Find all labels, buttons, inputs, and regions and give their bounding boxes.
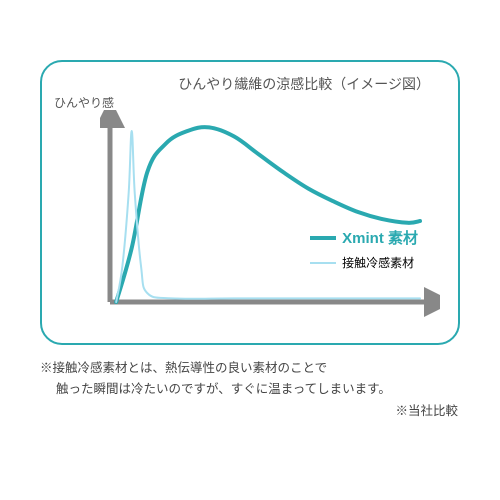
legend-row-2: 接触冷感素材 [310, 254, 418, 271]
footnote-line-2: 触った瞬間は冷たいのですが、すぐに温まってしまいます。 [40, 379, 391, 400]
footnote-line-1: ※接触冷感素材とは、熱伝導性の良い素材のことで [40, 358, 391, 379]
legend-swatch-2 [310, 262, 336, 264]
legend-label-1: Xmint 素材 [342, 227, 418, 248]
legend-row-1: Xmint 素材 [310, 227, 418, 248]
chart-card: ひんやり繊維の涼感比較（イメージ図） ひんやり感 Xmint 素材 接触冷感素材 [40, 60, 460, 345]
legend-swatch-1 [310, 236, 336, 240]
y-axis-label: ひんやり感 [54, 94, 114, 111]
legend: Xmint 素材 接触冷感素材 [310, 227, 418, 277]
chart-area [100, 110, 440, 320]
footnote: ※接触冷感素材とは、熱伝導性の良い素材のことで 触った瞬間は冷たいのですが、すぐ… [40, 358, 391, 401]
footnote-right: ※当社比較 [395, 400, 458, 419]
chart-title: ひんやり繊維の涼感比較（イメージ図） [178, 74, 430, 94]
chart-svg [100, 110, 440, 320]
legend-label-2: 接触冷感素材 [342, 254, 414, 271]
